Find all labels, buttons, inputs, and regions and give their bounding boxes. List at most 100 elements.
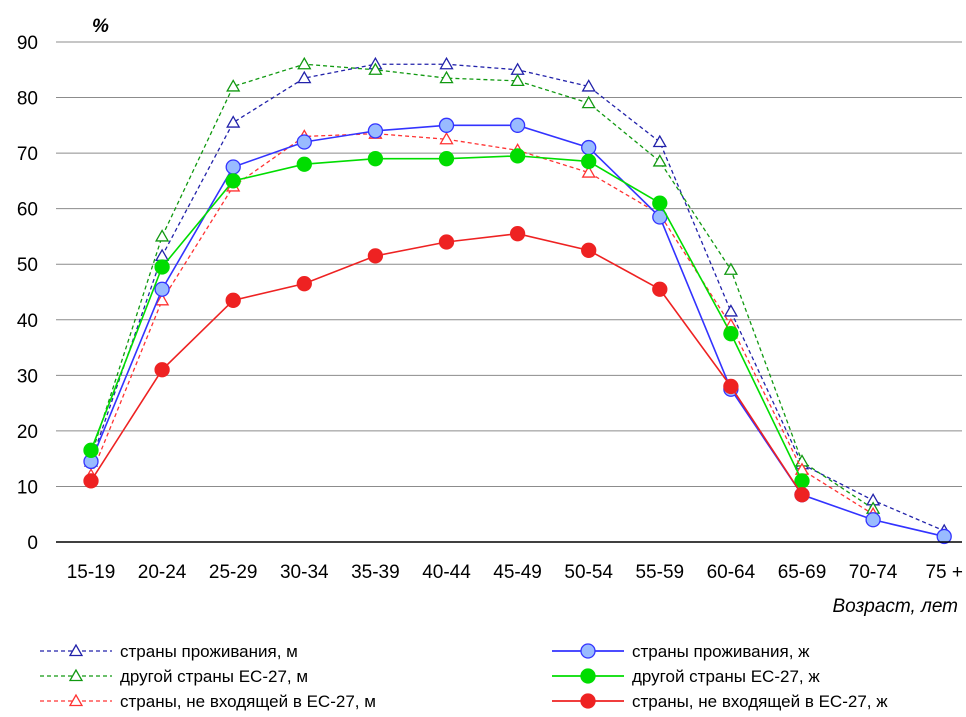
series-line: [90, 63, 874, 510]
data-point: [83, 473, 99, 489]
legend-item: другой страны ЕС-27, м: [40, 667, 308, 686]
y-tick-label: 40: [17, 311, 38, 332]
x-tick-label: 30-34: [280, 562, 329, 583]
data-point: [794, 487, 810, 503]
legend-marker: [68, 643, 84, 657]
legend-item: страны, не входящей в ЕС-27, ж: [552, 692, 888, 711]
legend-marker: [68, 668, 84, 682]
data-point: [723, 326, 739, 342]
data-point: [723, 378, 739, 395]
y-tick-label: 90: [17, 33, 38, 54]
data-point: [438, 117, 455, 133]
y-tick-label: 70: [17, 144, 38, 165]
series-line: [90, 124, 945, 538]
data-point: [581, 95, 596, 109]
legend-marker: [68, 693, 84, 707]
y-axis-title: %: [92, 16, 109, 37]
data-point: [297, 70, 312, 84]
data-point: [509, 117, 526, 133]
x-axis-title: Возраст, лет: [832, 596, 958, 617]
data-point: [225, 292, 241, 308]
x-tick-label: 45-49: [493, 562, 542, 583]
data-point: [865, 512, 881, 528]
data-point: [296, 134, 312, 150]
data-point: [83, 442, 99, 458]
data-point: [509, 226, 526, 242]
data-point: [439, 56, 454, 70]
data-point: [723, 262, 739, 275]
data-point: [154, 229, 170, 242]
data-point: [367, 248, 384, 264]
y-tick-label: 30: [17, 366, 38, 387]
data-point: [581, 242, 597, 258]
data-point: [225, 173, 241, 189]
x-tick-label: 40-44: [422, 562, 471, 583]
legend-label: страны, не входящей в ЕС-27, ж: [632, 692, 888, 711]
data-point: [652, 154, 667, 167]
data-point: [154, 281, 170, 297]
series-line: [90, 133, 874, 515]
legend-label: страны проживания, м: [120, 642, 298, 661]
x-tick-label: 25-29: [209, 562, 258, 583]
data-point: [438, 234, 455, 250]
x-tick-label: 75 +: [925, 562, 963, 583]
data-point: [226, 115, 241, 128]
x-tick-labels: 15-19 20-24 25-29 30-34 35-39 40-44 45-49 50-54…: [67, 562, 963, 583]
x-tick-label: 55-59: [635, 562, 684, 583]
x-tick-label: 20-24: [138, 562, 187, 583]
data-point: [794, 473, 810, 489]
data-point: [297, 56, 312, 70]
data-point: [581, 139, 597, 156]
series-6: [83, 226, 810, 503]
data-point: [581, 79, 596, 92]
data-point: [154, 248, 170, 262]
data-point: [652, 134, 667, 148]
legend-marker: [580, 668, 596, 684]
data-point: [581, 165, 596, 178]
y-tick-label: 80: [17, 89, 38, 110]
data-point: [154, 293, 170, 306]
data-point: [225, 159, 241, 175]
legend: страны проживания, м другой страны ЕС-27,…: [40, 642, 888, 711]
legend-label: другой страны ЕС-27, м: [120, 667, 308, 686]
x-tick-label: 35-39: [351, 562, 400, 583]
data-point: [509, 148, 526, 164]
y-tick-labels: 0 10 20 30 40 50 60 70 80 90: [17, 33, 38, 554]
data-point: [581, 153, 597, 170]
y-tick-label: 10: [17, 477, 38, 498]
data-point: [367, 151, 384, 167]
legend-label: другой страны ЕС-27, ж: [632, 667, 820, 686]
x-tick-label: 15-19: [67, 562, 116, 583]
data-point: [296, 156, 312, 172]
data-point: [154, 362, 170, 378]
data-point: [652, 281, 668, 297]
data-point: [368, 62, 383, 75]
x-tick-label: 50-54: [564, 562, 613, 583]
data-point: [226, 79, 241, 92]
series-3: [83, 126, 881, 520]
legend-label: страны проживания, ж: [632, 642, 810, 661]
legend-marker: [580, 643, 596, 659]
legend-marker: [580, 693, 596, 709]
series-5: [83, 148, 810, 489]
legend-item: страны, не входящей в ЕС-27, м: [40, 692, 376, 711]
data-point: [296, 276, 312, 292]
series-line: [90, 232, 803, 496]
series-line: [90, 155, 803, 482]
legend-item: другой страны ЕС-27, ж: [552, 667, 820, 686]
series-4: [83, 117, 952, 545]
y-tick-label: 50: [17, 255, 38, 276]
data-point: [439, 131, 454, 145]
series-2: [83, 56, 881, 514]
data-point: [154, 259, 170, 275]
data-point: [723, 304, 739, 317]
gridlines: [56, 41, 962, 487]
legend-item: страны проживания, м: [40, 642, 298, 661]
data-point: [439, 70, 454, 84]
data-point: [936, 528, 952, 545]
x-tick-label: 60-64: [707, 562, 756, 583]
data-point: [438, 151, 455, 167]
x-tick-label: 70-74: [849, 562, 898, 583]
y-tick-label: 0: [27, 533, 38, 554]
